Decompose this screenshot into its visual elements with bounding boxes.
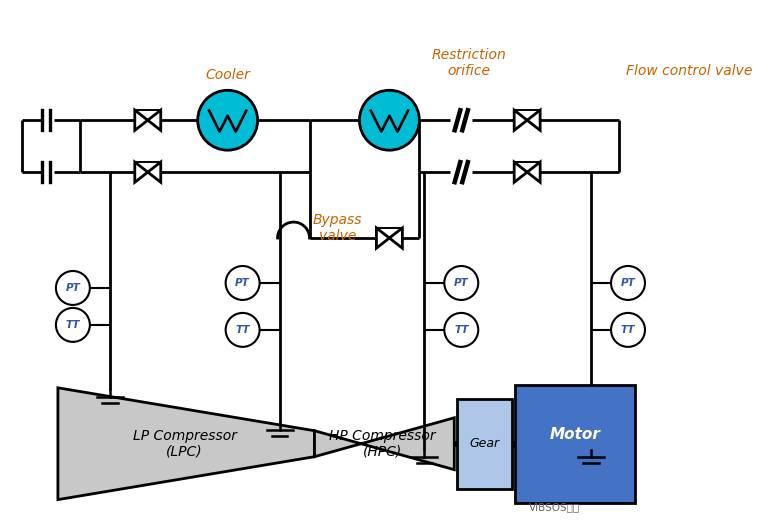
Text: Flow control valve: Flow control valve [626,64,752,78]
Circle shape [359,90,419,150]
Circle shape [445,266,478,300]
Text: LP Compressor
(LPC): LP Compressor (LPC) [133,428,237,459]
Circle shape [197,90,257,150]
Circle shape [56,308,90,342]
Text: VIBSOS振呼: VIBSOS振呼 [529,502,581,512]
Circle shape [226,313,260,347]
Polygon shape [527,110,540,130]
Text: Cooler: Cooler [205,68,250,82]
Polygon shape [315,418,455,470]
Text: Restriction
orifice: Restriction orifice [432,48,507,78]
Text: PT: PT [621,278,635,288]
Polygon shape [58,388,315,500]
Polygon shape [515,162,527,182]
Circle shape [226,266,260,300]
Polygon shape [135,162,147,182]
Text: TT: TT [235,325,250,335]
Polygon shape [147,162,161,182]
FancyBboxPatch shape [457,399,512,489]
Circle shape [445,313,478,347]
Circle shape [611,266,645,300]
Text: PT: PT [454,278,468,288]
Text: HP Compressor
(HPC): HP Compressor (HPC) [329,428,435,459]
FancyBboxPatch shape [515,385,635,502]
Text: TT: TT [65,320,80,330]
Text: PT: PT [235,278,250,288]
Text: TT: TT [621,325,635,335]
Text: Bypass
valve: Bypass valve [313,213,362,243]
Polygon shape [527,162,540,182]
Text: PT: PT [65,283,81,293]
Polygon shape [147,110,161,130]
Polygon shape [389,228,402,248]
Polygon shape [515,110,527,130]
Text: Motor: Motor [550,427,601,442]
Text: TT: TT [454,325,468,335]
Polygon shape [135,110,147,130]
Circle shape [56,271,90,305]
Circle shape [611,313,645,347]
Text: Gear: Gear [470,437,500,450]
Polygon shape [376,228,389,248]
